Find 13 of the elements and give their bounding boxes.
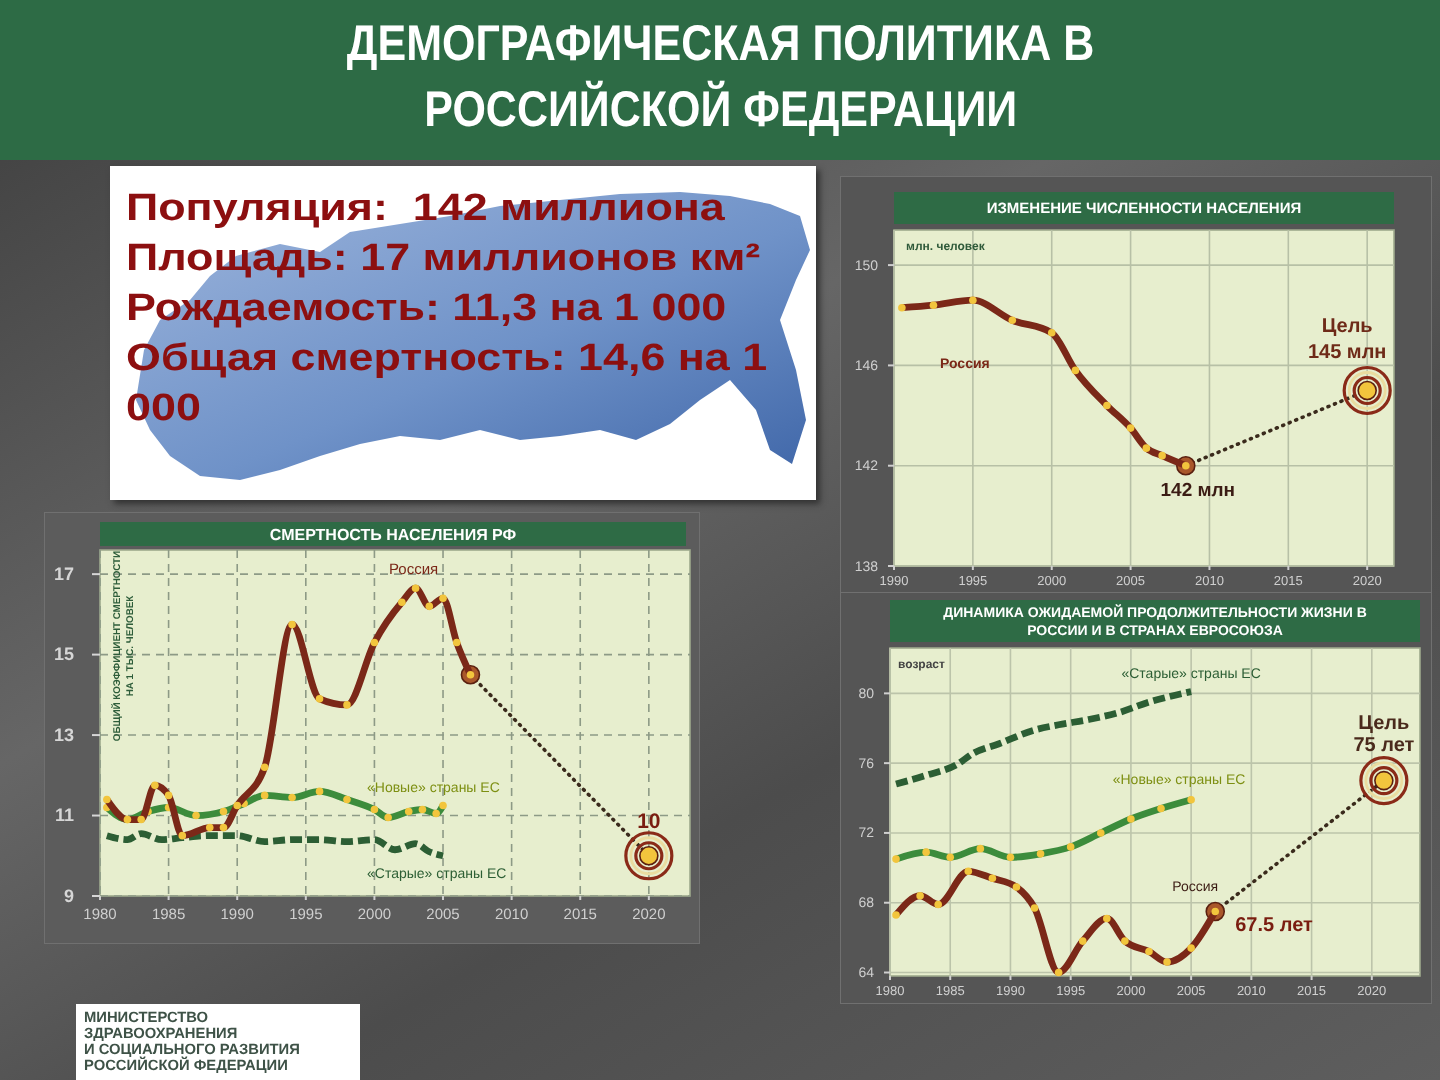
text: Популяция: 142 миллиона (126, 186, 727, 234)
annotation: Цель 145 млн (1307, 316, 1387, 365)
annotation: 67.5 лет (1235, 915, 1314, 938)
y-tick-label: 9 (63, 885, 74, 906)
y-tick-label: 17 (53, 563, 74, 584)
y-tick-label: 13 (53, 724, 74, 745)
annotation: Цель 75 лет (1353, 712, 1415, 757)
annotation: 10 (637, 809, 661, 834)
chart-title: СМЕРТНОСТЬ НАСЕЛЕНИЯ РФ (269, 525, 517, 544)
y-tick-label: 11 (54, 805, 74, 826)
text: ДЕМОГРАФИЧЕСКАЯ ПОЛИТИКА В РОССИЙСКОЙ ФЕДЕРАЦИИ (346, 14, 1094, 142)
y-tick-label: 15 (53, 644, 74, 665)
annotation: 142 млн (1160, 479, 1236, 502)
